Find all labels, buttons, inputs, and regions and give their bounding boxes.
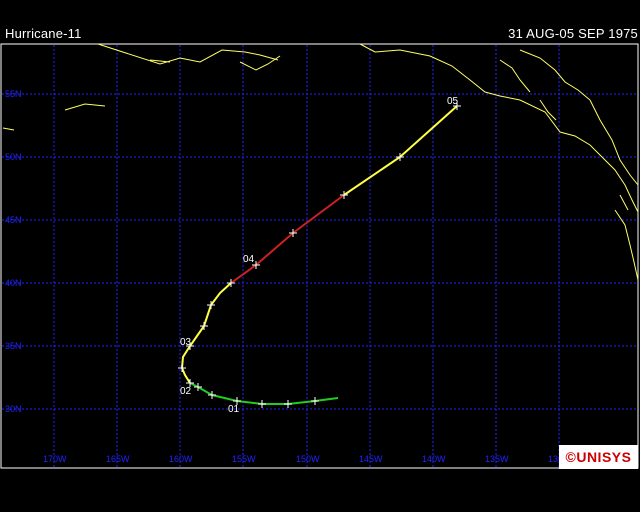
day-label: 03 xyxy=(180,337,192,348)
track-ticks xyxy=(178,102,461,408)
lat-label: 35N xyxy=(5,341,22,351)
lon-label: 140W xyxy=(422,454,446,464)
lon-label: 145W xyxy=(359,454,383,464)
storm-title: Hurricane-11 xyxy=(5,26,82,41)
map-frame xyxy=(0,43,639,469)
day-label: 05 xyxy=(447,96,459,107)
day-labels: 01 02 03 04 05 xyxy=(180,96,459,415)
coastlines xyxy=(2,43,639,281)
track-tropical-storm xyxy=(189,382,339,405)
panhandle-islands xyxy=(499,49,591,121)
lon-label: 155W xyxy=(232,454,256,464)
lon-label: 170W xyxy=(43,454,67,464)
grid-lines: 55N 50N 45N 40N 35N 30N 170W 165W 160W 155W 150W 14… xyxy=(2,45,638,467)
alaska-coast-east xyxy=(359,43,639,213)
lon-label: 160W xyxy=(169,454,193,464)
alaska-coast xyxy=(97,43,281,71)
pnw-coast xyxy=(614,194,639,281)
lat-label: 45N xyxy=(5,215,22,225)
track-hurricane-south xyxy=(180,282,232,384)
lon-label: 135W xyxy=(485,454,509,464)
lat-label: 30N xyxy=(5,404,22,414)
lon-label: 165W xyxy=(106,454,130,464)
lat-label: 50N xyxy=(5,152,22,162)
bc-coast xyxy=(589,99,639,186)
track-extratropical xyxy=(230,194,345,284)
date-range: 31 AUG-05 SEP 1975 xyxy=(508,26,638,41)
day-label: 01 xyxy=(228,404,240,415)
unisys-logo: ©UNISYS xyxy=(559,445,638,469)
lon-label: 150W xyxy=(296,454,320,464)
lat-label: 40N xyxy=(5,278,22,288)
aleutians xyxy=(2,103,106,131)
day-label: 02 xyxy=(180,386,192,397)
day-label: 04 xyxy=(243,254,255,265)
lat-label: 55N xyxy=(5,89,22,99)
